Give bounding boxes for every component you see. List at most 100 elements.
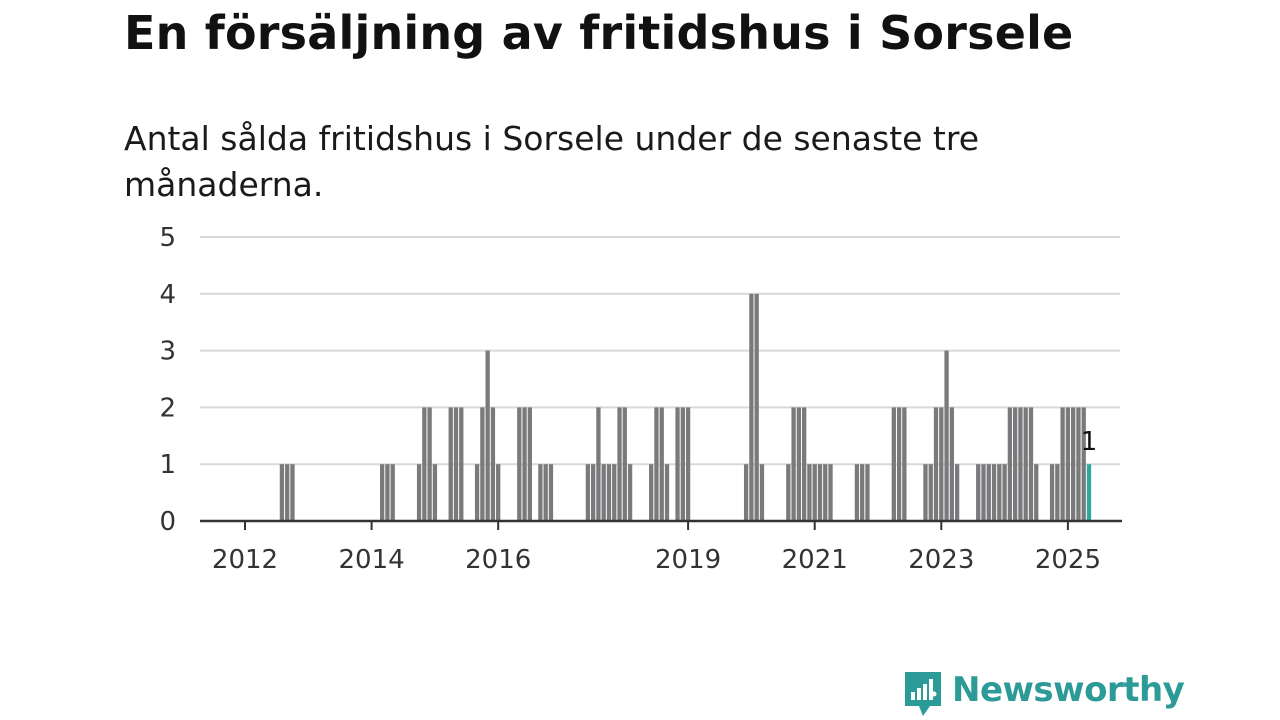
bar	[617, 407, 622, 521]
axes: 0 1 2 3 4 5 2012 2014 2016 2019 2021 2023 2025 1	[159, 223, 1122, 575]
bar	[902, 407, 907, 521]
bar	[601, 464, 606, 521]
bar	[380, 464, 385, 521]
bar	[891, 407, 896, 521]
bar	[1023, 407, 1028, 521]
bar	[448, 407, 453, 521]
bar	[527, 407, 532, 521]
bar	[453, 407, 459, 521]
bar	[823, 464, 828, 521]
bar	[285, 464, 290, 521]
bar	[759, 464, 765, 521]
gridlines	[200, 236, 1120, 466]
bar	[1060, 407, 1065, 521]
bar	[1007, 407, 1013, 521]
bar	[432, 464, 438, 521]
bar	[981, 464, 986, 521]
bar	[997, 464, 1002, 521]
bar	[791, 407, 796, 521]
bar	[591, 464, 596, 521]
bar	[1002, 464, 1007, 521]
bar	[279, 464, 285, 521]
bar	[585, 464, 591, 521]
x-tick-label: 2023	[908, 545, 974, 575]
bar	[664, 464, 670, 521]
x-tick-label: 2012	[212, 545, 278, 575]
bar	[949, 407, 954, 521]
bar	[685, 407, 691, 521]
bar	[1076, 407, 1081, 521]
bar	[1049, 464, 1055, 521]
bar	[944, 350, 949, 521]
bar	[807, 464, 812, 521]
bar	[654, 407, 659, 521]
data-label: 1	[1081, 427, 1098, 457]
bar	[1018, 407, 1023, 521]
bar	[1013, 407, 1018, 521]
bar	[1081, 407, 1086, 521]
bar	[548, 464, 554, 521]
bar	[612, 464, 617, 521]
chart-subtitle: Antal sålda fritidshus i Sorsele under d…	[124, 119, 980, 204]
bar	[954, 464, 960, 521]
bar	[622, 407, 627, 521]
bar	[896, 407, 902, 521]
bar	[1065, 407, 1071, 521]
bar	[675, 407, 680, 521]
y-tick-label: 3	[159, 337, 176, 367]
bar	[474, 464, 480, 521]
y-tick-label: 1	[159, 450, 176, 480]
bar	[459, 407, 464, 521]
bar	[538, 464, 543, 521]
bar	[1055, 464, 1060, 521]
bar	[939, 407, 944, 521]
bar	[543, 464, 548, 521]
bar	[923, 464, 928, 521]
bar	[480, 407, 485, 521]
bar	[860, 464, 865, 521]
bar	[596, 407, 601, 521]
bar	[1028, 407, 1034, 521]
bar	[928, 464, 933, 521]
bar	[485, 350, 490, 521]
bar	[680, 407, 685, 521]
bar	[991, 464, 997, 521]
bar	[743, 464, 749, 521]
bar	[422, 407, 427, 521]
bar	[496, 464, 501, 521]
bar	[522, 407, 527, 521]
bars	[279, 293, 1092, 521]
bar	[659, 407, 664, 521]
bar	[606, 464, 612, 521]
bar	[817, 464, 823, 521]
y-tick-label: 2	[159, 393, 176, 423]
bar	[290, 464, 295, 521]
bar	[416, 464, 422, 521]
bar	[802, 407, 807, 521]
bar	[490, 407, 496, 521]
x-tick-label: 2016	[465, 545, 531, 575]
bar	[986, 464, 991, 521]
y-tick-label: 0	[159, 507, 176, 537]
bar	[427, 407, 432, 521]
bar	[517, 407, 522, 521]
bar	[749, 293, 754, 521]
bar	[812, 464, 817, 521]
bar	[754, 293, 759, 521]
bar	[385, 464, 390, 521]
x-tick-label: 2021	[782, 545, 848, 575]
bar	[786, 464, 791, 521]
bar	[976, 464, 981, 521]
bar	[649, 464, 654, 521]
x-tick-label: 2019	[655, 545, 721, 575]
bar	[1071, 407, 1076, 521]
y-tick-label: 5	[159, 223, 176, 253]
bar	[390, 464, 395, 521]
newsworthy-logo-icon	[905, 672, 941, 716]
y-tick-label: 4	[159, 280, 176, 310]
bar	[627, 464, 633, 521]
bar-highlight	[1086, 464, 1092, 521]
brand-name: Newsworthy	[952, 670, 1185, 710]
chart-title: En försäljning av fritidshus i Sorsele	[124, 6, 1074, 60]
bar	[854, 464, 860, 521]
